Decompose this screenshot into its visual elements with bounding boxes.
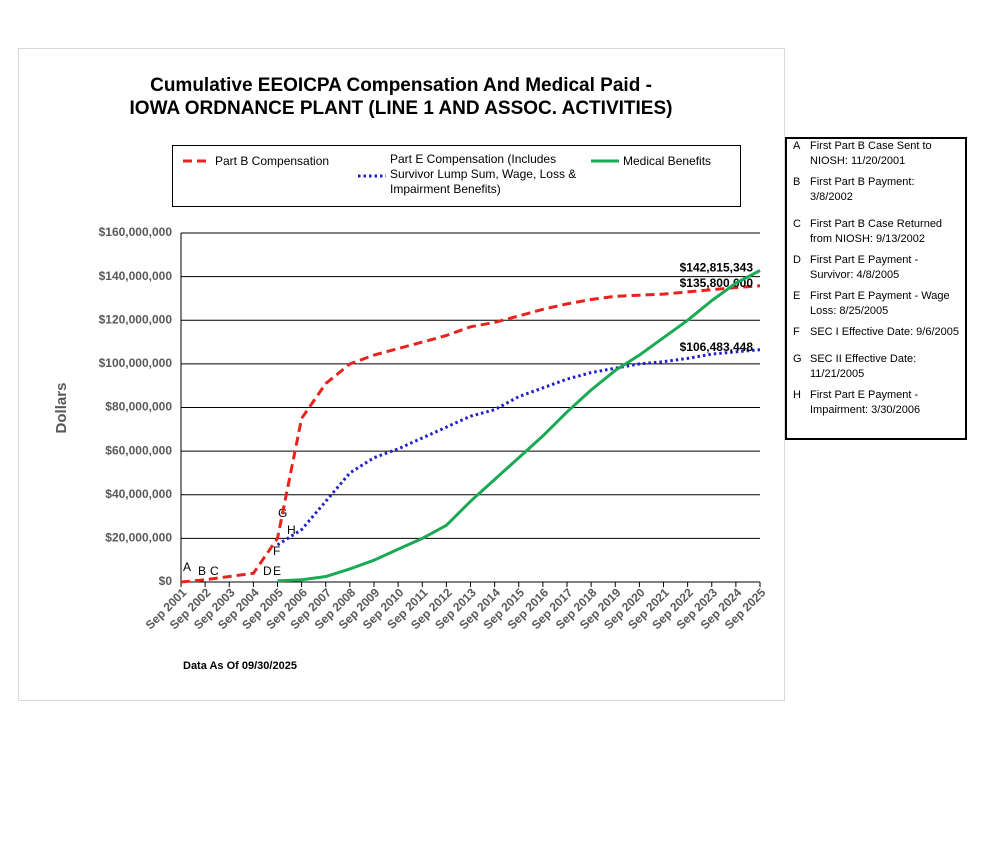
value-label: $106,483,448: [680, 340, 754, 354]
event-letter: H: [287, 523, 296, 537]
event-text: SEC I Effective Date: 9/6/2005: [810, 326, 959, 338]
value-label: $135,800,000: [680, 276, 754, 290]
event-key: A: [793, 140, 801, 152]
event-key: D: [793, 254, 801, 266]
y-tick-label: $80,000,000: [105, 400, 172, 414]
event-text: First Part E Payment - Survivor: 4/8/200…: [810, 254, 919, 281]
chart-panel: [18, 48, 785, 701]
event-note: G SEC II Effective Date: 11/21/2005: [793, 352, 965, 382]
legend-swatch: [183, 159, 211, 163]
y-tick-label: $0: [159, 574, 173, 588]
event-letter: A: [183, 560, 191, 574]
event-key: G: [793, 353, 802, 365]
footnote: Data As Of 09/30/2025: [183, 660, 297, 672]
event-text: First Part E Payment - Impairment: 3/30/…: [810, 389, 921, 416]
y-tick-label: $140,000,000: [99, 269, 173, 283]
event-notes: A First Part B Case Sent to NIOSH: 11/20/…: [785, 137, 967, 440]
legend: Part B Compensation Part E Compensation (…: [172, 145, 741, 207]
event-letter: C: [210, 564, 219, 578]
event-key: C: [793, 218, 801, 230]
y-axis-label: Dollars: [53, 383, 70, 434]
event-note: E First Part E Payment - Wage Loss: 8/25/…: [793, 289, 965, 319]
event-key: H: [793, 389, 801, 401]
series-line: [277, 269, 761, 583]
event-letter: B: [198, 564, 206, 578]
legend-label: Part E Compensation (Includes Survivor L…: [390, 152, 577, 196]
event-key: B: [793, 176, 801, 188]
chart-title: Cumulative EEOICPA Compensation And Medi…: [150, 75, 652, 96]
event-text: First Part E Payment - Wage Loss: 8/25/2…: [810, 290, 950, 317]
event-text: First Part B Case Returned from NIOSH: 9…: [810, 218, 943, 245]
y-tick-label: $160,000,000: [99, 225, 173, 239]
event-text: First Part B Case Sent to NIOSH: 11/20/2…: [810, 140, 932, 167]
event-letter: F: [273, 544, 280, 558]
event-note: D First Part E Payment - Survivor: 4/8/20…: [793, 253, 965, 283]
event-note: B First Part B Payment: 3/8/2002: [793, 175, 965, 205]
event-note: H First Part E Payment - Impairment: 3/30…: [793, 388, 965, 418]
legend-label: Part B Compensation: [215, 154, 330, 168]
event-text: First Part B Payment: 3/8/2002: [810, 176, 915, 203]
y-tick-label: $120,000,000: [99, 312, 173, 326]
event-letter: D: [263, 564, 272, 578]
event-note: A First Part B Case Sent to NIOSH: 11/20/…: [793, 139, 965, 169]
event-note: C First Part B Case Returned from NIOSH: …: [793, 217, 965, 247]
event-text: SEC II Effective Date: 11/21/2005: [810, 353, 917, 380]
event-letter: E: [273, 564, 281, 578]
chart-subtitle: IOWA ORDNANCE PLANT (LINE 1 AND ASSOC. A…: [130, 98, 673, 119]
event-key: E: [793, 290, 801, 302]
y-tick-label: $20,000,000: [105, 531, 172, 545]
y-tick-label: $100,000,000: [99, 356, 173, 370]
legend-swatch: [591, 159, 619, 163]
y-tick-label: $40,000,000: [105, 487, 172, 501]
series-line: [180, 284, 761, 584]
legend-label: Medical Benefits: [623, 154, 712, 168]
legend-swatch: [358, 174, 386, 178]
event-key: F: [793, 326, 800, 338]
y-tick-label: $60,000,000: [105, 443, 172, 457]
value-label: $142,815,343: [680, 261, 754, 275]
event-note: F SEC I Effective Date: 9/6/2005: [793, 325, 965, 340]
